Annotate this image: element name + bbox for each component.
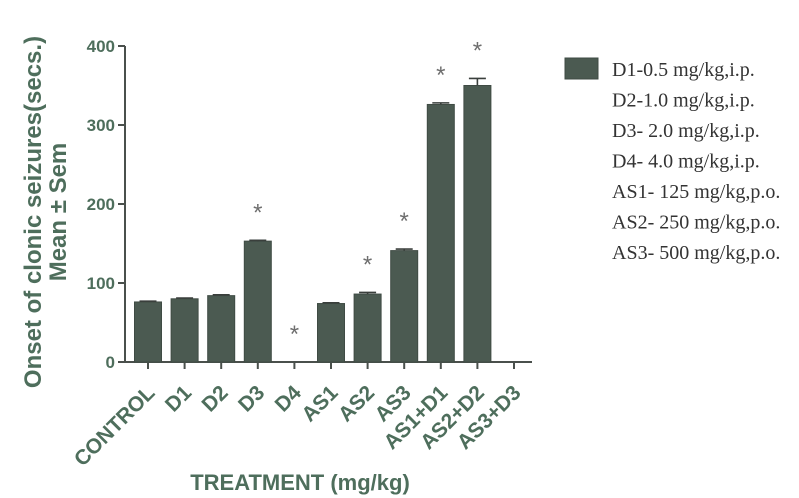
legend-entry: AS3- 500 mg/kg,p.o.	[612, 242, 780, 264]
x-tick-label: CONTROL	[70, 381, 160, 471]
bars	[134, 77, 492, 363]
y-axis-title: Onset of clonic seizures(secs.) Mean ± S…	[20, 36, 72, 388]
bar	[134, 301, 162, 363]
bar	[426, 103, 455, 363]
significance-marker: *	[253, 199, 262, 226]
x-tick-label: D2	[197, 381, 232, 416]
significance-markers: * * * * * *	[253, 37, 482, 348]
legend-entry: D4- 4.0 mg/kg,i.p.	[612, 151, 760, 173]
x-tick-label: D1	[161, 381, 196, 416]
bar	[390, 250, 419, 363]
x-axis-title: TREATMENT (mg/kg)	[190, 470, 410, 495]
y-tick-label: 200	[87, 195, 115, 214]
y-tick-label: 100	[87, 274, 115, 293]
bar	[353, 293, 382, 363]
y-axis-label-line-1: Onset of clonic seizures(secs.)	[20, 36, 47, 388]
x-tick-label: D3	[234, 381, 269, 416]
significance-marker: *	[400, 208, 409, 235]
significance-marker: *	[363, 251, 372, 278]
legend-swatch	[564, 57, 599, 80]
significance-marker: *	[473, 37, 482, 64]
legend-entry: D1-0.5 mg/kg,i.p.	[612, 59, 755, 81]
bar	[463, 85, 492, 363]
legend-entry: AS2- 250 mg/kg,p.o.	[612, 212, 780, 234]
legend-entry: D2-1.0 mg/kg,i.p.	[612, 90, 755, 112]
bar	[243, 240, 272, 363]
x-tick-label: AS1	[297, 381, 342, 426]
legend-entry: AS1- 125 mg/kg,p.o.	[612, 181, 780, 203]
x-tick-label: AS2	[334, 381, 379, 426]
bar	[170, 298, 199, 363]
legend-entry: D3- 2.0 mg/kg,i.p.	[612, 120, 760, 142]
legend: D1-0.5 mg/kg,i.p. D2-1.0 mg/kg,i.p. D3- 2.…	[564, 57, 780, 264]
bar	[317, 303, 345, 363]
y-axis-label-line-2: Mean ± Sem	[45, 143, 72, 282]
y-tick-label: 0	[106, 353, 115, 372]
significance-marker: *	[290, 321, 299, 348]
bar	[207, 295, 236, 363]
significance-marker: *	[436, 62, 445, 89]
y-tick-label: 300	[87, 116, 115, 135]
y-tick-label: 400	[87, 37, 115, 56]
